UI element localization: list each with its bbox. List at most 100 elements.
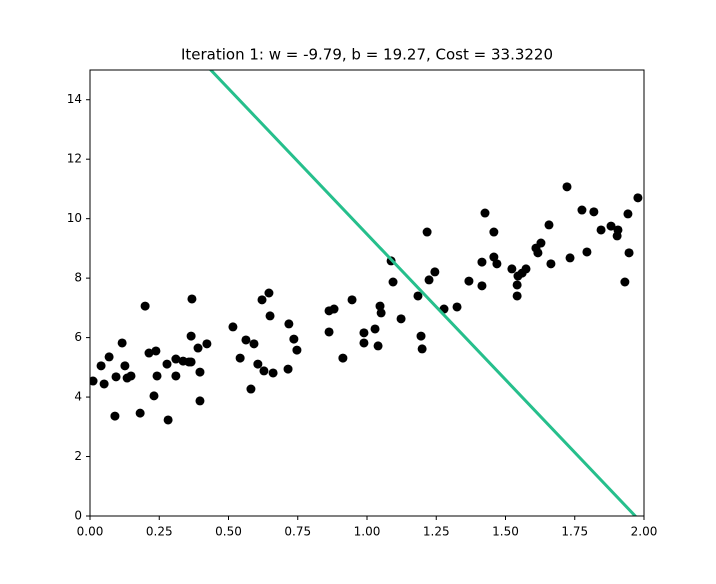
y-tick-label: 2 xyxy=(74,449,82,463)
x-tick-label: 1.75 xyxy=(561,525,588,539)
point xyxy=(324,327,334,337)
point xyxy=(120,361,130,371)
point xyxy=(144,348,154,358)
y-tick-label: 12 xyxy=(67,152,82,166)
point xyxy=(546,259,556,269)
point xyxy=(633,193,643,203)
point xyxy=(292,345,302,355)
point xyxy=(195,396,205,406)
point xyxy=(521,264,531,274)
point xyxy=(606,221,616,231)
point xyxy=(577,205,587,215)
point xyxy=(96,361,106,371)
point xyxy=(289,334,299,344)
point xyxy=(99,379,109,389)
point xyxy=(264,288,274,298)
point xyxy=(135,408,145,418)
point xyxy=(359,328,369,338)
point xyxy=(624,248,634,258)
point xyxy=(152,371,162,381)
point xyxy=(338,353,348,363)
point xyxy=(512,280,522,290)
point xyxy=(416,331,426,341)
point xyxy=(620,277,630,287)
chart-title: Iteration 1: w = -9.79, b = 19.27, Cost … xyxy=(181,46,553,64)
point xyxy=(163,415,173,425)
point xyxy=(253,359,263,369)
point xyxy=(347,295,357,305)
point xyxy=(422,227,432,237)
point xyxy=(265,311,275,321)
point xyxy=(110,411,120,421)
y-tick-label: 10 xyxy=(67,211,82,225)
point xyxy=(193,343,203,353)
point xyxy=(90,376,98,386)
point xyxy=(375,301,385,311)
point xyxy=(417,344,427,354)
fit-line xyxy=(208,70,638,516)
point xyxy=(228,322,238,332)
plot-area xyxy=(90,70,643,516)
x-tick-label: 0.00 xyxy=(77,525,104,539)
y-tick-label: 6 xyxy=(74,330,82,344)
y-tick-label: 4 xyxy=(74,390,82,404)
y-tick-label: 0 xyxy=(74,509,82,523)
x-tick-label: 1.25 xyxy=(423,525,450,539)
point xyxy=(424,275,434,285)
point xyxy=(283,364,293,374)
point xyxy=(187,294,197,304)
point xyxy=(195,367,205,377)
x-tick-label: 0.50 xyxy=(215,525,242,539)
point xyxy=(246,384,256,394)
x-tick-label: 0.75 xyxy=(284,525,311,539)
point xyxy=(249,339,259,349)
point xyxy=(373,341,383,351)
point xyxy=(430,267,440,277)
point xyxy=(104,352,114,362)
point xyxy=(512,291,522,301)
point xyxy=(376,308,386,318)
point xyxy=(565,253,575,263)
x-tick-label: 1.00 xyxy=(354,525,381,539)
point xyxy=(126,371,136,381)
point xyxy=(111,372,121,382)
point xyxy=(489,227,499,237)
axes-frame xyxy=(89,69,645,517)
point xyxy=(507,264,517,274)
point xyxy=(596,225,606,235)
y-tick-label: 14 xyxy=(67,92,82,106)
point xyxy=(186,331,196,341)
y-tick-label: 8 xyxy=(74,271,82,285)
point xyxy=(492,259,502,269)
point xyxy=(396,314,406,324)
point xyxy=(562,182,572,192)
point xyxy=(623,209,633,219)
point xyxy=(162,359,172,369)
point xyxy=(359,338,369,348)
point xyxy=(589,207,599,217)
point xyxy=(171,354,181,364)
point xyxy=(613,225,623,235)
point xyxy=(140,301,150,311)
point xyxy=(464,276,474,286)
point xyxy=(149,391,159,401)
point xyxy=(171,371,181,381)
point xyxy=(151,346,161,356)
point xyxy=(257,295,267,305)
point xyxy=(477,281,487,291)
x-tick-label: 2.00 xyxy=(631,525,658,539)
point xyxy=(202,339,212,349)
x-tick-label: 0.25 xyxy=(146,525,173,539)
point xyxy=(284,319,294,329)
point xyxy=(536,238,546,248)
point xyxy=(480,208,490,218)
point xyxy=(329,304,339,314)
point xyxy=(117,338,127,348)
x-tick-label: 1.50 xyxy=(492,525,519,539)
point xyxy=(186,357,196,367)
point xyxy=(268,368,278,378)
point xyxy=(477,257,487,267)
point xyxy=(388,277,398,287)
